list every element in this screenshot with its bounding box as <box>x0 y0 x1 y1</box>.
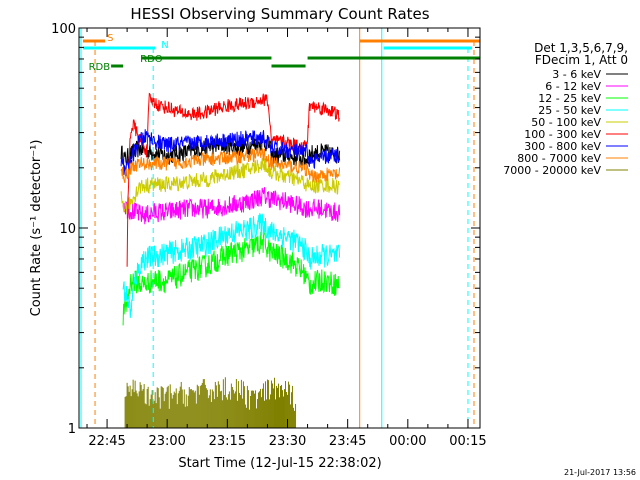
footer-date: 21-Jul-2017 13:56 <box>564 468 636 477</box>
legend-header-line-2: FDecim 1, Att 0 <box>535 53 628 67</box>
x-tick-label: 23:15 <box>209 434 246 449</box>
marker-label-s: S <box>107 33 113 44</box>
legend-label-50-100-kev: 50 - 100 keV <box>531 116 601 129</box>
series-line-6-12-kev <box>122 187 341 225</box>
y-tick-label: 100 <box>51 22 76 37</box>
x-tick-label: 22:45 <box>88 434 125 449</box>
legend-header-line-1: Det 1,3,5,6,7,9, <box>534 41 628 55</box>
series-line-800-7000-kev <box>120 146 341 184</box>
x-axis-label: Start Time (12-Jul-15 22:38:02) <box>178 456 381 471</box>
legend-label-6-12-kev: 6 - 12 keV <box>545 80 601 93</box>
series-line-300-800-kev <box>120 129 341 177</box>
y-axis-label: Count Rate (s⁻¹ detector⁻¹) <box>29 140 44 317</box>
legend-label-3-6-kev: 3 - 6 keV <box>552 68 601 81</box>
y-tick-label: 10 <box>59 222 76 237</box>
legend-label-300-800-kev: 300 - 800 keV <box>524 140 601 153</box>
legend-label-12-25-kev: 12 - 25 keV <box>538 92 601 105</box>
series-line-12-25-kev <box>122 229 340 326</box>
series-line-50-100-kev <box>120 157 340 214</box>
legend-label-100-300-kev: 100 - 300 keV <box>524 128 601 141</box>
x-tick-label: 00:15 <box>449 434 486 449</box>
marker-label-rdb: RDB <box>89 62 111 73</box>
chart-title: HESSI Observing Summary Count Rates <box>130 5 429 23</box>
x-tick-label: 00:00 <box>389 434 426 449</box>
legend-label-7000-20000-kev: 7000 - 20000 keV <box>503 164 601 177</box>
series-line-100-300-kev <box>126 92 340 267</box>
x-tick-label: 23:30 <box>269 434 306 449</box>
marker-label-rdo: RDO <box>140 54 163 65</box>
legend-label-800-7000-kev: 800 - 7000 keV <box>517 152 601 165</box>
x-tick-label: 23:45 <box>329 434 366 449</box>
marker-label-n: N <box>161 40 168 51</box>
y-tick-label: 1 <box>68 422 76 437</box>
x-tick-label: 23:00 <box>148 434 185 449</box>
series-line-25-50-kev <box>122 213 341 318</box>
legend-label-25-50-kev: 25 - 50 keV <box>538 104 601 117</box>
series-line-7000-20000-kev <box>124 377 297 428</box>
